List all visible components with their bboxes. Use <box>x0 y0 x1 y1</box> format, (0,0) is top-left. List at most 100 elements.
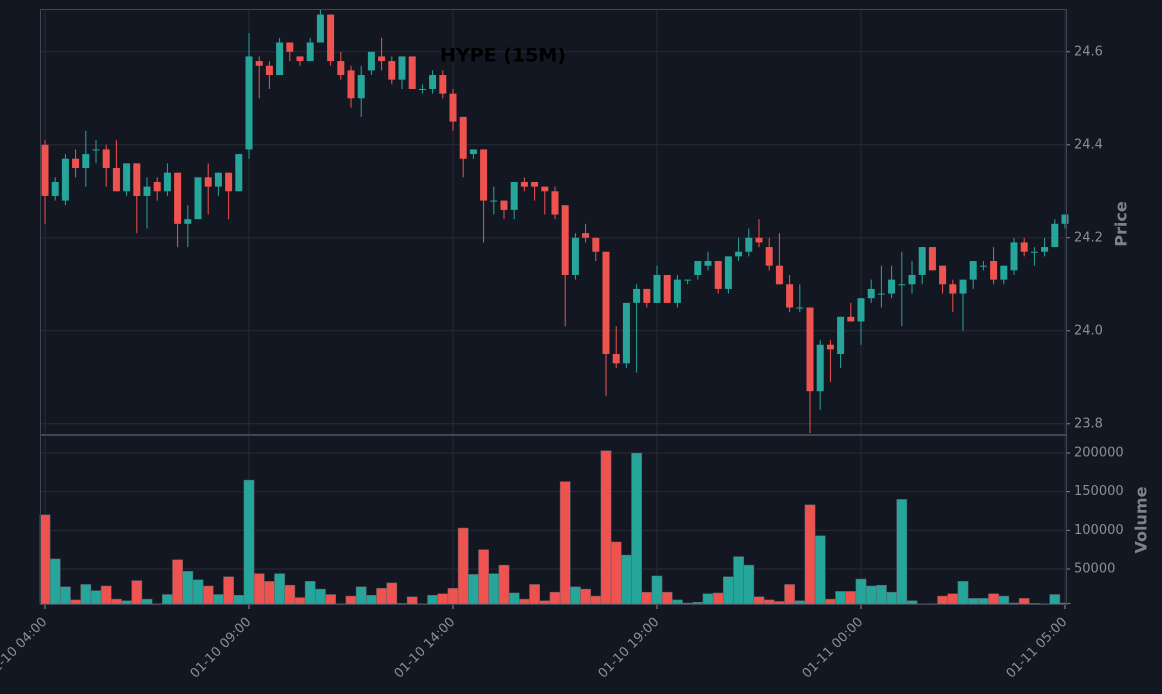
volume-bar <box>967 598 979 605</box>
candle-body <box>102 149 110 169</box>
candle-body <box>286 42 294 52</box>
volume-bar <box>580 588 591 605</box>
volume-bar <box>519 598 530 605</box>
candle-body <box>265 65 273 76</box>
candle-body <box>337 61 345 76</box>
candle-body <box>61 158 69 201</box>
volume-bar <box>1059 602 1071 605</box>
candle-body <box>316 14 324 43</box>
candle-body <box>184 219 192 224</box>
volume-bar <box>1029 603 1040 605</box>
candle-body <box>510 181 518 210</box>
candle-body <box>1030 251 1038 253</box>
volume-bar <box>70 599 81 605</box>
candle-body <box>327 14 335 62</box>
candle-body <box>123 163 131 192</box>
volume-bar <box>610 541 622 605</box>
candle-body <box>837 316 845 355</box>
candle-body <box>225 172 233 192</box>
volume-bar <box>121 600 132 605</box>
v-tick-label: 200000 <box>1074 446 1124 461</box>
candle-body <box>133 163 141 196</box>
candle-body <box>276 42 284 76</box>
candle-body <box>796 307 804 309</box>
volume-bar <box>835 591 846 605</box>
volume-bar <box>682 602 693 605</box>
v-tick-label: 50000 <box>1074 561 1115 576</box>
volume-bar <box>355 586 367 605</box>
volume-bar <box>712 592 724 605</box>
volume-bar <box>182 571 194 605</box>
volume-bar <box>447 588 459 605</box>
chart-title: HYPE (15M) <box>440 45 566 67</box>
candle-body <box>82 154 90 169</box>
y-tick-label: 24.4 <box>1074 137 1103 152</box>
volume-bar <box>274 573 285 605</box>
candle-body <box>959 279 967 294</box>
volume-bar <box>49 558 61 605</box>
volume-bar <box>264 581 275 605</box>
candle-body <box>439 75 447 94</box>
candle-body <box>867 288 875 299</box>
candle-body <box>735 251 743 257</box>
volume-bar <box>988 593 999 605</box>
volume-bar <box>978 598 989 605</box>
candle-body <box>857 298 865 322</box>
volume-bar <box>539 600 551 605</box>
candle-body <box>653 274 661 303</box>
volume-bar <box>478 549 489 605</box>
candle-body <box>174 172 182 224</box>
candle-body <box>949 284 957 294</box>
volume-bar <box>855 578 867 605</box>
candle-body <box>918 247 926 275</box>
y-tick-label: 24.2 <box>1074 230 1103 245</box>
volume-bar <box>60 586 71 605</box>
candle-body <box>643 288 651 303</box>
candle-body <box>235 154 243 192</box>
candle-body <box>571 237 579 275</box>
volume-bar <box>294 597 306 605</box>
volume-bar <box>794 600 806 605</box>
volume-bar <box>172 559 183 605</box>
candle-body <box>72 158 80 169</box>
candle-body <box>1061 214 1069 224</box>
candle-body <box>602 251 610 355</box>
volume-bar <box>162 594 173 605</box>
candle-body <box>367 51 375 71</box>
candle-body <box>163 172 171 192</box>
candle-body <box>990 261 998 280</box>
candle-body <box>347 70 355 99</box>
volume-bar <box>886 591 897 605</box>
volume-bar <box>396 603 408 605</box>
candle-body <box>684 279 692 281</box>
candle-body <box>296 56 304 62</box>
volume-bar <box>223 576 234 605</box>
candle-body <box>704 261 712 266</box>
candle-body <box>561 205 569 275</box>
candle-body <box>490 200 498 202</box>
candle-body <box>898 284 906 286</box>
volume-bar <box>529 584 540 605</box>
volume-bar <box>784 584 795 605</box>
volume-bar <box>192 579 204 605</box>
volume-bar <box>743 564 755 605</box>
candle-body <box>1041 247 1049 252</box>
volume-bar <box>141 598 153 605</box>
candle-body <box>673 279 681 303</box>
volume-frame <box>40 435 1067 605</box>
volume-bar <box>39 514 51 605</box>
volume-bar <box>233 595 245 605</box>
candle-body <box>41 144 49 196</box>
candle-body <box>612 354 620 364</box>
volume-bar <box>702 593 714 605</box>
volume-bar <box>498 564 510 605</box>
candle-body <box>112 168 120 192</box>
candle-body <box>1010 242 1018 271</box>
volume-bar <box>131 580 143 605</box>
volume-bar <box>957 581 969 605</box>
candle-body <box>245 56 253 150</box>
volume-bar <box>825 598 836 605</box>
volume-bar <box>896 499 908 605</box>
volume-bar <box>804 504 816 605</box>
